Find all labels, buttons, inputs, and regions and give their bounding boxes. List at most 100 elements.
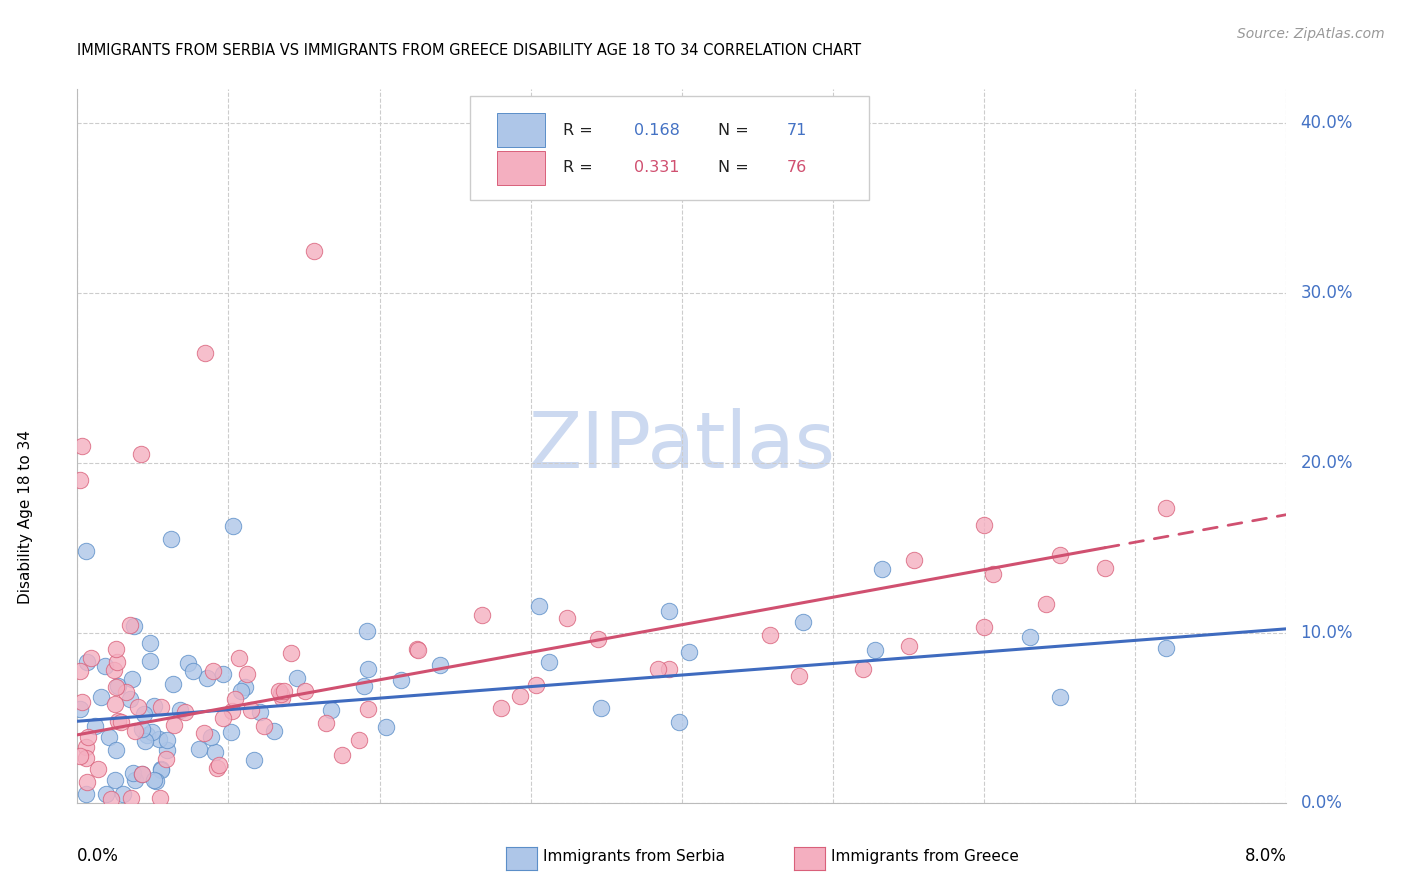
Point xyxy=(69,748,91,763)
Point xyxy=(122,766,145,780)
Text: R =: R = xyxy=(564,161,599,175)
Point xyxy=(586,632,609,646)
Point xyxy=(903,553,925,567)
Point xyxy=(104,680,127,694)
Text: N =: N = xyxy=(718,161,754,175)
Point xyxy=(1154,641,1177,656)
Point xyxy=(1035,597,1057,611)
Point xyxy=(118,617,141,632)
Point xyxy=(195,671,218,685)
Text: Immigrants from Serbia: Immigrants from Serbia xyxy=(543,849,724,863)
Point xyxy=(134,733,156,747)
Point xyxy=(389,673,412,687)
Point xyxy=(139,654,162,668)
Point xyxy=(375,720,398,734)
Text: ZIPatlas: ZIPatlas xyxy=(529,408,835,484)
Point xyxy=(127,699,149,714)
Point xyxy=(96,787,118,801)
Point xyxy=(538,655,561,669)
Text: Immigrants from Greece: Immigrants from Greece xyxy=(831,849,1019,863)
Point xyxy=(758,628,780,642)
Point xyxy=(177,656,200,670)
Point xyxy=(240,703,263,717)
Point xyxy=(155,752,177,766)
Point xyxy=(83,718,105,732)
Point xyxy=(408,643,430,657)
Text: 0.0%: 0.0% xyxy=(77,847,120,865)
Point xyxy=(787,669,810,683)
Point xyxy=(107,679,129,693)
Point xyxy=(243,753,266,767)
Point xyxy=(136,728,159,742)
Point xyxy=(270,690,292,705)
Point xyxy=(973,517,995,532)
Point xyxy=(148,732,170,747)
Point xyxy=(124,724,146,739)
Point xyxy=(121,672,143,686)
Point xyxy=(107,714,129,728)
Point xyxy=(280,646,302,660)
Point xyxy=(139,636,162,650)
Point xyxy=(1018,630,1040,644)
Point xyxy=(90,690,112,704)
Point xyxy=(527,599,550,614)
Point xyxy=(249,705,271,719)
Point xyxy=(1049,548,1071,562)
Point xyxy=(105,743,128,757)
Text: N =: N = xyxy=(718,123,754,137)
Point xyxy=(678,645,700,659)
Point xyxy=(863,643,886,657)
Point xyxy=(118,692,141,706)
Point xyxy=(981,567,1004,582)
Point xyxy=(110,714,132,729)
Point xyxy=(131,722,153,736)
Point xyxy=(76,750,98,764)
Point xyxy=(973,620,995,634)
Point xyxy=(200,730,222,744)
Point xyxy=(273,684,295,698)
Point xyxy=(98,730,121,744)
Point xyxy=(162,677,184,691)
Point xyxy=(319,703,342,717)
Point xyxy=(114,684,136,698)
Text: Source: ZipAtlas.com: Source: ZipAtlas.com xyxy=(1237,27,1385,41)
Point xyxy=(181,665,204,679)
Point xyxy=(253,719,276,733)
Point xyxy=(142,698,165,713)
Text: 40.0%: 40.0% xyxy=(1301,114,1353,132)
Point xyxy=(104,698,127,712)
Point xyxy=(509,690,531,704)
Point xyxy=(120,791,142,805)
Point xyxy=(104,772,127,787)
Point xyxy=(792,615,814,629)
Point xyxy=(131,767,153,781)
Point xyxy=(347,733,370,747)
Point xyxy=(1094,561,1116,575)
FancyBboxPatch shape xyxy=(470,96,869,200)
Point xyxy=(160,533,183,547)
Point xyxy=(1154,500,1177,515)
Point xyxy=(201,664,224,678)
Point xyxy=(357,662,380,676)
Point xyxy=(302,244,325,258)
Text: 71: 71 xyxy=(787,123,807,137)
Point xyxy=(211,711,233,725)
Point xyxy=(70,695,93,709)
Point xyxy=(163,718,186,732)
Point xyxy=(188,742,211,756)
Text: R =: R = xyxy=(564,123,599,137)
Point xyxy=(208,757,231,772)
Point xyxy=(356,624,378,638)
Point xyxy=(270,687,292,701)
Point xyxy=(524,678,547,692)
Text: 30.0%: 30.0% xyxy=(1301,284,1353,302)
Point xyxy=(103,663,125,677)
Point xyxy=(236,667,259,681)
Text: IMMIGRANTS FROM SERBIA VS IMMIGRANTS FROM GREECE DISABILITY AGE 18 TO 34 CORRELA: IMMIGRANTS FROM SERBIA VS IMMIGRANTS FRO… xyxy=(77,43,862,58)
Point xyxy=(219,724,242,739)
Point xyxy=(267,683,290,698)
Point xyxy=(75,739,97,754)
Point xyxy=(221,704,243,718)
Point xyxy=(76,655,98,669)
Point xyxy=(471,608,494,623)
